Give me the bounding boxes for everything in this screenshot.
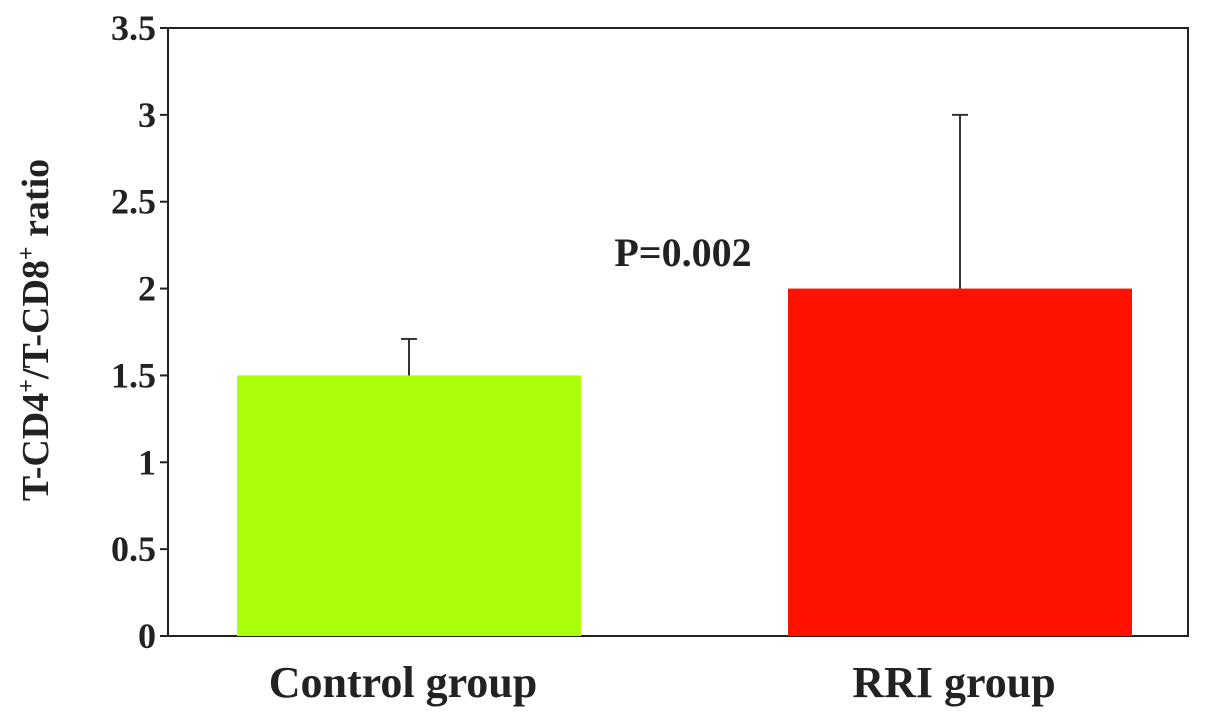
y-tick-label: 0.5 bbox=[111, 529, 156, 569]
plot-frame bbox=[167, 27, 1189, 637]
y-tick-label: 1.5 bbox=[111, 355, 156, 395]
y-axis-ticks: 0 0.5 1 1.5 2 2.5 3 3.5 bbox=[111, 8, 168, 656]
x-category-label: RRI group bbox=[852, 658, 1055, 707]
y-tick-label: 3 bbox=[138, 95, 156, 135]
y-label-part-2: /T-CD8 bbox=[15, 260, 57, 380]
plot-area bbox=[167, 27, 1189, 637]
y-label-sup-1: + bbox=[14, 379, 40, 393]
error-bars bbox=[401, 113, 968, 376]
y-tick-label: 2.5 bbox=[111, 182, 156, 222]
bars bbox=[237, 288, 1132, 636]
y-axis-label: T-CD4+/T-CD8+ ratio bbox=[14, 159, 57, 501]
p-value-annotation: P=0.002 bbox=[614, 230, 751, 275]
y-tick-label: 2 bbox=[138, 269, 156, 309]
y-tick-label: 1 bbox=[138, 442, 156, 482]
x-category-label: Control group bbox=[269, 658, 538, 707]
y-tick-label: 0 bbox=[138, 616, 156, 656]
y-tick-label: 3.5 bbox=[111, 8, 156, 48]
y-label-part-3: ratio bbox=[15, 159, 57, 247]
y-label-sup-2: + bbox=[14, 246, 40, 260]
y-label-part-1: T-CD4 bbox=[15, 393, 57, 501]
x-axis-labels: Control group RRI group bbox=[269, 658, 1056, 707]
bar-2 bbox=[788, 288, 1132, 636]
bar-1 bbox=[237, 375, 581, 636]
